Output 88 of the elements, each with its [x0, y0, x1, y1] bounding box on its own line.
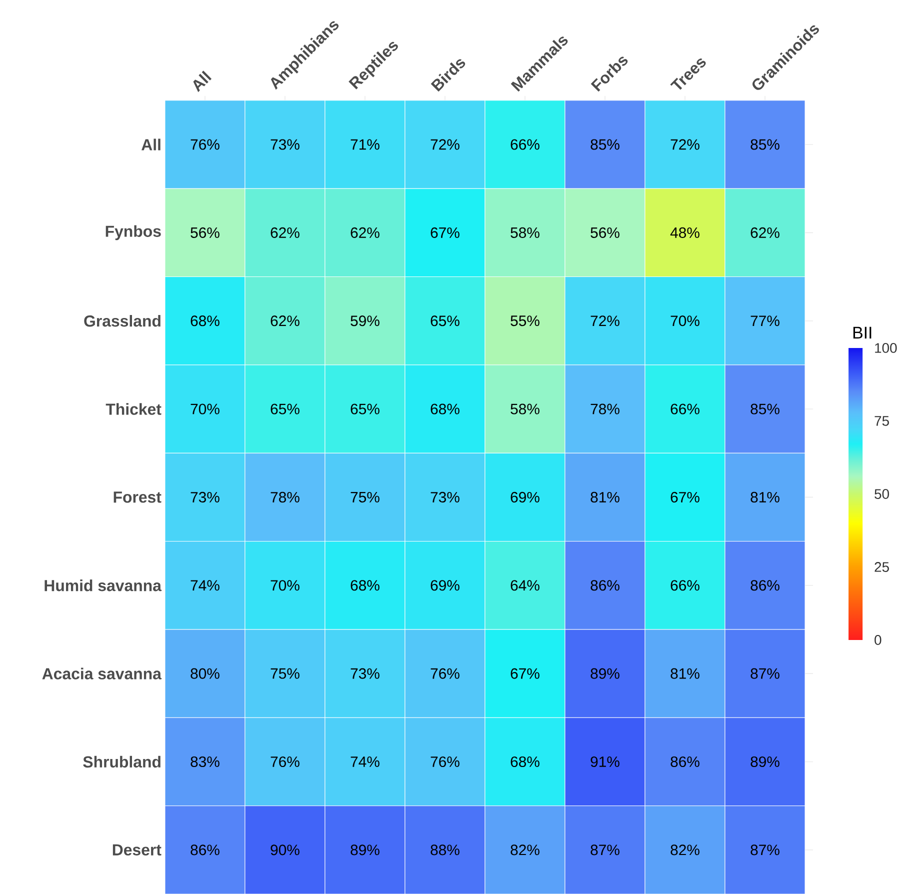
- data-label: 89%: [590, 668, 620, 679]
- data-label: 73%: [190, 492, 220, 502]
- data-label: 67%: [510, 668, 540, 679]
- data-label: 75%: [270, 668, 300, 679]
- data-label: 68%: [190, 316, 220, 326]
- data-label: 82%: [670, 844, 700, 856]
- data-label: 82%: [510, 844, 540, 856]
- data-label: 62%: [270, 316, 300, 326]
- data-label: 48%: [670, 227, 700, 238]
- data-label: 67%: [430, 227, 460, 238]
- data-label: 68%: [350, 580, 380, 591]
- data-label: 67%: [670, 492, 700, 502]
- data-label: 87%: [750, 668, 780, 679]
- data-label: 81%: [670, 668, 700, 679]
- data-label: 66%: [670, 580, 700, 591]
- y-tick-label: Shrubland: [83, 756, 160, 768]
- data-label: 72%: [670, 139, 700, 150]
- data-label: 89%: [750, 756, 780, 768]
- data-label: 88%: [430, 844, 460, 856]
- y-tick-label: All: [142, 138, 160, 150]
- data-label: 70%: [190, 404, 220, 414]
- y-tick-label: Acacia savanna: [42, 668, 162, 680]
- data-label: 71%: [350, 139, 380, 150]
- data-label: 78%: [270, 492, 300, 502]
- data-label: 76%: [190, 139, 220, 150]
- data-label: 68%: [430, 404, 460, 414]
- data-label: 73%: [350, 668, 380, 679]
- data-label: 62%: [750, 227, 780, 238]
- x-tick-label: All: [193, 70, 212, 92]
- y-tick-label: Fynbos: [106, 225, 161, 240]
- data-label: 81%: [750, 492, 780, 502]
- data-label: 65%: [270, 404, 300, 414]
- data-label: 85%: [750, 404, 780, 414]
- data-label: 65%: [350, 404, 380, 414]
- color-bar-label: 25: [874, 562, 889, 572]
- color-bar-label: 75: [874, 416, 889, 426]
- data-label: 72%: [590, 316, 620, 326]
- data-label: 69%: [510, 492, 540, 502]
- data-label: 76%: [430, 668, 460, 679]
- data-label: 77%: [750, 316, 780, 326]
- data-label: 58%: [510, 404, 540, 414]
- data-label: 87%: [590, 844, 620, 856]
- color-bar-label: 50: [874, 489, 890, 499]
- data-label: 87%: [750, 844, 780, 856]
- color-bar-label: 100: [875, 343, 897, 353]
- data-label: 59%: [350, 316, 380, 326]
- data-label: 69%: [430, 580, 460, 591]
- y-tick-label: Forest: [114, 492, 162, 503]
- data-label: 68%: [510, 756, 540, 768]
- data-label: 78%: [590, 404, 620, 414]
- data-label: 62%: [350, 227, 380, 238]
- y-tick-label: Humid savanna: [44, 580, 162, 592]
- color-bar-title: BII: [853, 326, 872, 338]
- data-label: 80%: [190, 668, 220, 679]
- data-label: 76%: [430, 756, 460, 768]
- data-label: 85%: [590, 139, 620, 150]
- data-label: 62%: [270, 227, 300, 238]
- data-label: 76%: [270, 756, 300, 768]
- data-label: 66%: [670, 404, 700, 414]
- data-label: 75%: [350, 492, 380, 502]
- data-label: 74%: [350, 756, 380, 767]
- data-label: 90%: [270, 844, 300, 856]
- data-label: 70%: [670, 316, 700, 326]
- data-label: 73%: [270, 139, 300, 150]
- data-label: 86%: [670, 756, 700, 768]
- data-label: 65%: [430, 316, 460, 326]
- data-label: 56%: [190, 227, 220, 238]
- data-label: 83%: [190, 756, 220, 768]
- y-tick-label: Thicket: [106, 403, 162, 415]
- y-tick-label: Desert: [112, 844, 162, 856]
- data-label: 89%: [350, 844, 380, 856]
- data-label: 64%: [510, 580, 540, 591]
- color-bar-label: 0: [874, 635, 882, 645]
- data-label: 86%: [590, 580, 620, 591]
- data-label: 58%: [510, 227, 540, 238]
- data-label: 66%: [510, 139, 540, 150]
- data-label: 81%: [590, 492, 620, 502]
- data-label: 72%: [430, 139, 460, 150]
- data-label: 73%: [430, 492, 460, 502]
- data-label: 55%: [510, 316, 540, 326]
- data-label: 85%: [750, 139, 780, 150]
- data-label: 70%: [270, 580, 300, 591]
- data-label: 86%: [190, 844, 220, 856]
- data-label: 74%: [190, 580, 220, 591]
- data-label: 91%: [590, 756, 620, 768]
- data-label: 86%: [750, 580, 780, 591]
- y-tick-label: Grassland: [84, 314, 160, 327]
- data-label: 56%: [590, 227, 620, 238]
